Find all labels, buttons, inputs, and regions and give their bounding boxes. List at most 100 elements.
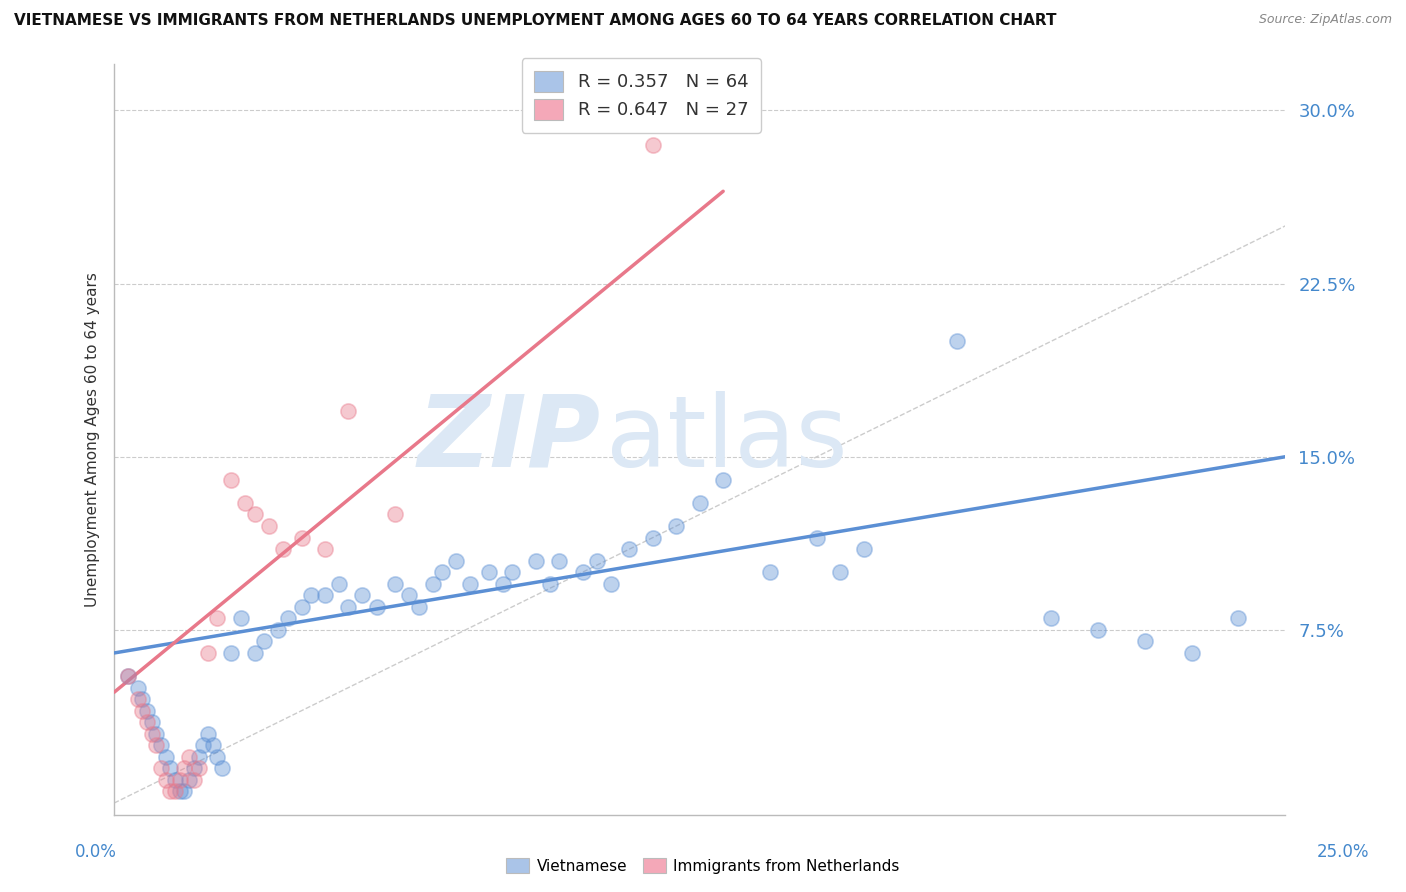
Point [1087,623,1109,637]
Point [229,611,252,625]
Point [384,508,406,522]
Point [571,565,593,579]
Point [150,761,173,775]
Point [179,749,201,764]
Point [852,542,875,557]
Point [599,576,621,591]
Point [314,588,336,602]
Point [1227,611,1250,625]
Point [131,704,153,718]
Point [131,692,153,706]
Text: Source: ZipAtlas.com: Source: ZipAtlas.com [1258,13,1392,27]
Point [501,565,523,579]
Point [641,531,664,545]
Point [352,588,374,602]
Point [155,772,177,787]
Point [271,542,294,557]
Point [187,761,209,775]
Point [169,772,191,787]
Point [136,715,159,730]
Point [257,519,280,533]
Legend: Vietnamese, Immigrants from Netherlands: Vietnamese, Immigrants from Netherlands [501,852,905,880]
Y-axis label: Unemployment Among Ages 60 to 64 years: Unemployment Among Ages 60 to 64 years [86,272,100,607]
Point [267,623,290,637]
Point [127,681,149,695]
Point [155,749,177,764]
Point [665,519,688,533]
Point [201,739,224,753]
Point [117,669,139,683]
Point [235,496,257,510]
Point [276,611,298,625]
Point [165,784,187,798]
Point [806,531,828,545]
Point [150,739,173,753]
Point [145,727,167,741]
Point [117,669,139,683]
Point [1181,646,1204,660]
Point [179,772,201,787]
Point [384,576,406,591]
Point [290,599,312,614]
Point [193,739,215,753]
Point [366,599,388,614]
Point [243,508,266,522]
Point [141,715,163,730]
Legend: R = 0.357   N = 64, R = 0.647   N = 27: R = 0.357 N = 64, R = 0.647 N = 27 [522,58,761,133]
Point [337,599,360,614]
Point [946,334,969,349]
Point [183,761,205,775]
Point [141,727,163,741]
Point [830,565,852,579]
Point [169,784,191,798]
Point [337,403,360,417]
Point [314,542,336,557]
Point [159,761,181,775]
Point [159,784,181,798]
Point [1133,634,1156,648]
Point [127,692,149,706]
Point [619,542,641,557]
Point [408,599,430,614]
Point [548,554,571,568]
Point [585,554,607,568]
Text: ZIP: ZIP [418,391,600,488]
Text: 0.0%: 0.0% [75,843,117,861]
Point [173,784,195,798]
Point [197,646,219,660]
Point [165,772,187,787]
Point [492,576,515,591]
Point [290,531,312,545]
Point [136,704,159,718]
Point [145,739,167,753]
Point [328,576,350,591]
Point [173,761,195,775]
Point [253,634,276,648]
Point [478,565,501,579]
Point [299,588,322,602]
Point [538,576,561,591]
Point [759,565,782,579]
Point [207,611,229,625]
Point [444,554,467,568]
Point [183,772,205,787]
Text: VIETNAMESE VS IMMIGRANTS FROM NETHERLANDS UNEMPLOYMENT AMONG AGES 60 TO 64 YEARS: VIETNAMESE VS IMMIGRANTS FROM NETHERLAND… [14,13,1056,29]
Point [398,588,420,602]
Point [207,749,229,764]
Point [221,473,243,487]
Point [243,646,266,660]
Point [221,646,243,660]
Point [197,727,219,741]
Point [430,565,453,579]
Point [422,576,444,591]
Point [524,554,547,568]
Point [187,749,209,764]
Text: 25.0%: 25.0% [1316,843,1369,861]
Text: atlas: atlas [606,391,848,488]
Point [641,138,664,153]
Point [1040,611,1063,625]
Point [711,473,734,487]
Point [689,496,711,510]
Point [458,576,481,591]
Point [211,761,233,775]
